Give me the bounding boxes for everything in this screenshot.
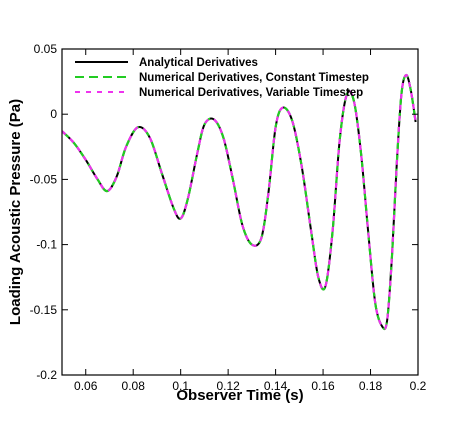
x-axis-title: Observer Time (s) [176,387,303,404]
x-tick-label: 0.1 [172,379,189,393]
x-tick-label: 0.06 [74,379,98,393]
tick-layer: 0.06 0.08 0.1 0.12 0.14 0.16 0.18 0.2 0.05 0 -0.05… [30,42,427,393]
x-tick-label: 0.16 [311,379,335,393]
legend: Analytical Derivatives Numerical Derivati… [75,57,369,99]
y-tick-label: 0 [50,107,57,121]
y-tick-label: -0.1 [36,238,57,252]
legend-label-1: Analytical Derivatives [139,57,258,69]
y-tick-label: -0.2 [36,368,57,382]
y-tick-label: -0.05 [30,172,58,186]
plot-frame [61,48,419,376]
series-line-2 [62,73,417,331]
y-axis-title: Loading Acoustic Pressure (Pa) [7,99,24,325]
x-tick-label: 0.2 [410,379,427,393]
series-line-1 [62,74,417,330]
series-line-3 [62,73,417,331]
legend-label-2: Numerical Derivatives, Constant Timestep [139,72,369,84]
x-tick-label: 0.12 [216,379,240,393]
y-tick-label: -0.15 [30,303,58,317]
series-layer [62,73,417,331]
y-tick-label: 0.05 [34,42,58,56]
x-tick-label: 0.14 [264,379,288,393]
x-tick-label: 0.18 [359,379,383,393]
x-tick-label: 0.08 [122,379,146,393]
legend-label-3: Numerical Derivatives, Variable Timestep [139,87,363,99]
